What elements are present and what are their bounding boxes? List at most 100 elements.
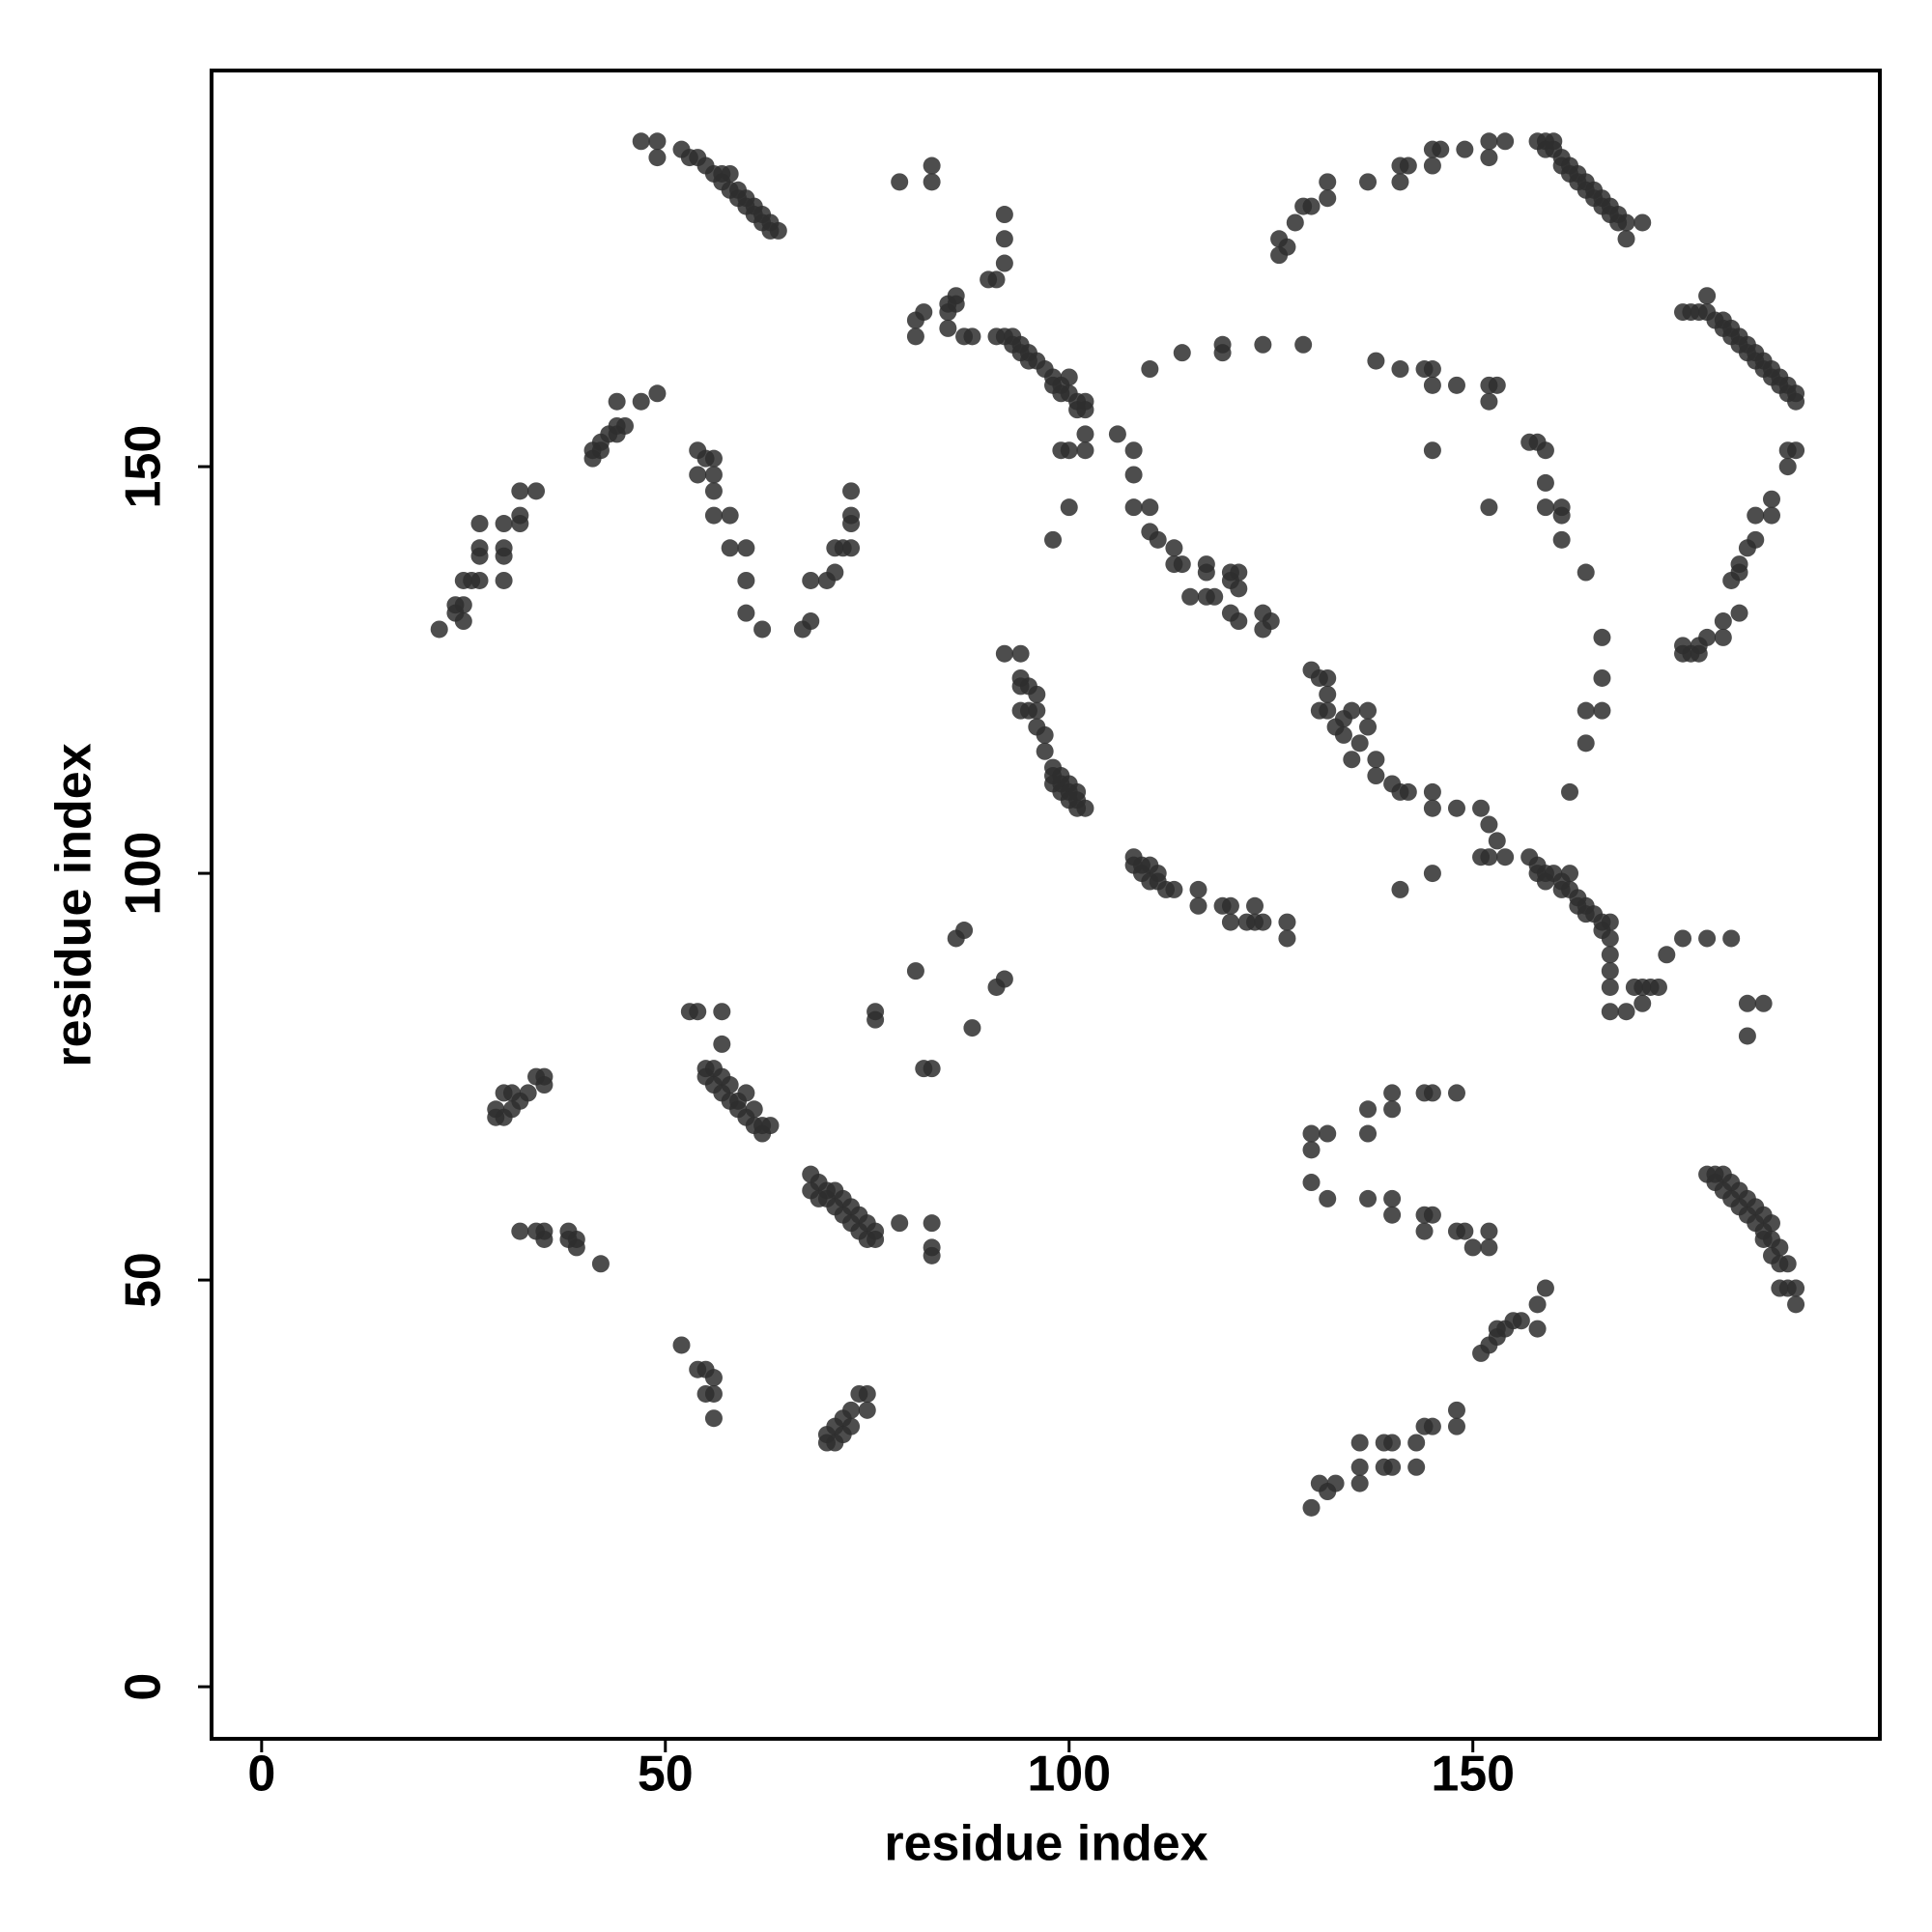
point [842, 539, 861, 557]
point [1463, 1238, 1482, 1257]
point [1447, 799, 1465, 817]
point [802, 612, 820, 631]
point [721, 1076, 739, 1094]
point [648, 132, 667, 151]
point [1423, 865, 1441, 883]
point [1528, 1295, 1547, 1314]
point [1254, 620, 1272, 639]
point [1480, 392, 1498, 411]
point [1294, 335, 1313, 354]
point [995, 644, 1013, 663]
point [1141, 360, 1159, 379]
point [1577, 563, 1595, 582]
y-tick-label: 150 [116, 425, 172, 509]
point [1206, 587, 1224, 606]
point [454, 612, 472, 631]
point [1520, 433, 1539, 451]
point [1771, 1238, 1789, 1257]
point [1230, 563, 1248, 582]
point [737, 604, 755, 622]
point [430, 620, 448, 639]
point [567, 1238, 585, 1257]
point [1319, 1124, 1337, 1143]
point [737, 571, 755, 589]
point [1528, 1320, 1547, 1338]
point [1302, 197, 1321, 215]
point [704, 1369, 723, 1387]
point [1391, 880, 1409, 898]
point [1383, 1100, 1402, 1119]
point [1787, 1295, 1805, 1314]
point [1028, 701, 1046, 720]
point [470, 539, 489, 557]
point [632, 132, 650, 151]
point [1601, 978, 1619, 996]
point [1319, 1189, 1337, 1208]
point [842, 1417, 861, 1435]
point [1391, 360, 1409, 379]
point [704, 482, 723, 500]
point [1456, 140, 1474, 158]
point [1698, 287, 1717, 305]
point [1383, 1084, 1402, 1102]
point [1076, 401, 1094, 419]
point [1722, 571, 1741, 589]
point [1536, 473, 1554, 492]
point [632, 392, 650, 411]
point [963, 1019, 981, 1037]
point [1230, 612, 1248, 631]
point [1423, 799, 1441, 817]
point [1011, 644, 1030, 663]
point [923, 1214, 941, 1233]
point [1165, 539, 1183, 557]
point [737, 1084, 755, 1102]
point [1730, 604, 1748, 622]
point [1577, 734, 1595, 753]
point [1512, 1312, 1530, 1330]
point [704, 506, 723, 525]
point [470, 515, 489, 533]
point [713, 1003, 731, 1021]
point [1359, 718, 1378, 736]
point [1108, 425, 1126, 443]
point [826, 563, 844, 582]
point [1189, 896, 1208, 915]
point [1383, 1189, 1402, 1208]
point [1367, 767, 1385, 785]
point [1423, 156, 1441, 175]
point [1552, 506, 1571, 525]
point [1754, 994, 1773, 1012]
point [689, 466, 707, 484]
point [1787, 392, 1805, 411]
point [858, 1384, 876, 1403]
point [1496, 132, 1515, 151]
point [704, 1409, 723, 1428]
point [1423, 1417, 1441, 1435]
point [1124, 498, 1143, 517]
x-tick-label: 150 [1431, 1747, 1515, 1803]
point [1399, 782, 1417, 801]
point [535, 1076, 554, 1094]
point [1326, 1474, 1345, 1492]
point [1577, 701, 1595, 720]
point [1181, 587, 1200, 606]
point [470, 571, 489, 589]
point [1714, 628, 1732, 646]
point [1343, 701, 1361, 720]
point [1415, 1084, 1434, 1102]
point [1124, 466, 1143, 484]
point [1423, 376, 1441, 394]
point [511, 515, 529, 533]
point [1634, 994, 1652, 1012]
point [1747, 506, 1765, 525]
point [1189, 880, 1208, 898]
point [1254, 913, 1272, 931]
point [1278, 929, 1296, 948]
y-tick-label: 50 [116, 1252, 172, 1308]
point [1399, 156, 1417, 175]
point [915, 303, 933, 322]
point [1649, 978, 1667, 996]
point [1472, 799, 1491, 817]
point [495, 571, 513, 589]
